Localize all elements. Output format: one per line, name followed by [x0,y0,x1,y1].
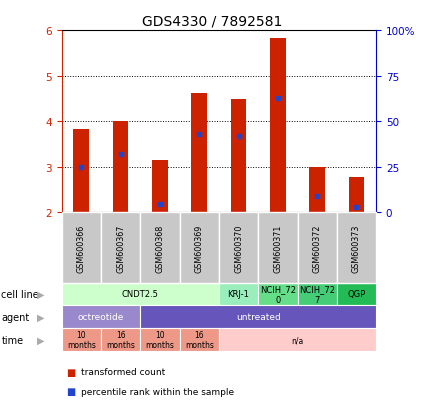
Text: octreotide: octreotide [78,313,124,321]
Text: ▶: ▶ [37,289,44,299]
Text: GSM600369: GSM600369 [195,224,204,272]
Text: GSM600370: GSM600370 [234,224,243,272]
Text: GDS4330 / 7892581: GDS4330 / 7892581 [142,14,283,28]
Bar [152,160,168,213]
Bar [74,130,89,213]
Text: CNDT2.5: CNDT2.5 [122,290,159,299]
Bar [113,122,128,213]
Text: GSM600367: GSM600367 [116,224,125,272]
Bar [231,100,246,213]
Text: NCIH_72
7: NCIH_72 7 [299,285,335,304]
Bar [309,167,325,213]
Text: cell line: cell line [1,289,39,299]
Text: GSM600366: GSM600366 [77,224,86,272]
Text: NCIH_72
0: NCIH_72 0 [260,285,296,304]
Text: QGP: QGP [347,290,366,299]
Text: transformed count: transformed count [81,367,165,376]
Text: agent: agent [1,312,29,322]
Bar [270,39,286,213]
Text: ■: ■ [66,367,75,377]
Text: time: time [1,335,23,345]
Text: 16
months: 16 months [185,330,214,349]
Text: percentile rank within the sample: percentile rank within the sample [81,387,234,396]
Text: 16
months: 16 months [106,330,135,349]
Text: 10
months: 10 months [67,330,96,349]
Text: GSM600371: GSM600371 [273,224,282,272]
Text: GSM600373: GSM600373 [352,224,361,272]
Text: KRJ-1: KRJ-1 [228,290,249,299]
Text: ▶: ▶ [37,335,44,345]
Text: 10
months: 10 months [145,330,174,349]
Text: GSM600368: GSM600368 [156,224,164,272]
Text: untreated: untreated [236,313,280,321]
Text: ■: ■ [66,387,75,396]
Text: GSM600372: GSM600372 [313,223,322,272]
Bar [348,177,364,213]
Text: ▶: ▶ [37,312,44,322]
Text: n/a: n/a [292,335,303,344]
Bar [191,94,207,213]
